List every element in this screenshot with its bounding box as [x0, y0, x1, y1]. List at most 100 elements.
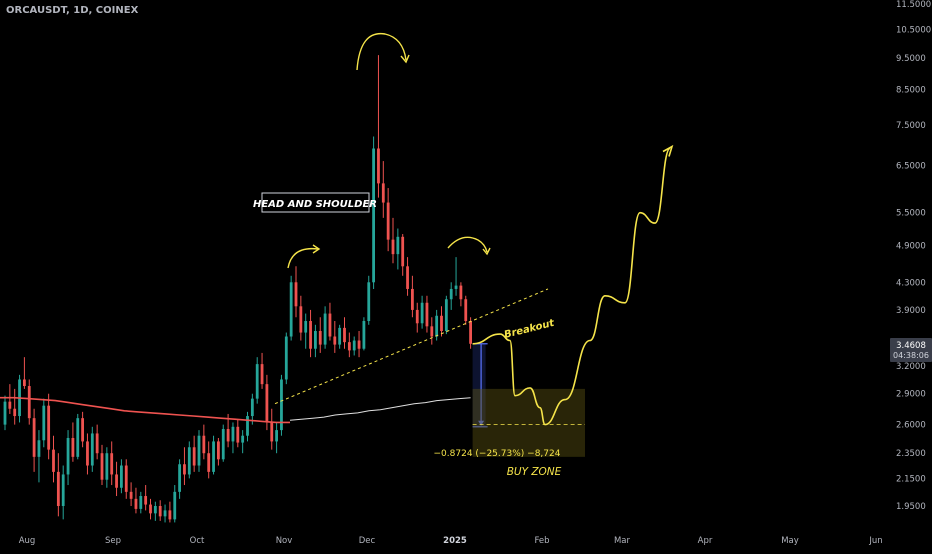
candle	[52, 435, 55, 483]
candle-body	[42, 405, 46, 441]
candle	[86, 433, 89, 475]
time-tick-label: Sep	[105, 536, 121, 546]
candle	[377, 55, 380, 198]
candle	[241, 430, 245, 454]
candle	[27, 379, 31, 425]
price-tick-label: 4.9000	[896, 241, 926, 251]
last-price-badge-bg	[890, 338, 932, 362]
candle-body	[294, 282, 298, 307]
candle-body	[396, 236, 400, 255]
candle	[270, 408, 274, 450]
price-tick-label: 6.5000	[896, 161, 926, 171]
head-arrow	[356, 32, 407, 71]
candle	[168, 501, 172, 523]
candle	[440, 306, 443, 337]
candle	[207, 441, 211, 479]
candle	[197, 430, 201, 472]
time-axis[interactable]: Aug Sep Oct Nov Dec 2025 Feb Mar Apr May Jun	[19, 536, 883, 546]
candle-body	[27, 386, 31, 419]
shoulder-arrow-right	[447, 236, 488, 253]
candle	[362, 317, 366, 351]
candle	[124, 459, 128, 499]
time-tick-label: Oct	[190, 536, 205, 546]
candle-body	[32, 418, 36, 457]
candle-body	[110, 453, 114, 475]
candle	[217, 437, 220, 466]
candle	[61, 465, 65, 520]
candle	[149, 498, 152, 520]
price-tick-label: 1.9500	[896, 502, 926, 512]
candle-body	[425, 302, 429, 327]
candle-body	[95, 433, 99, 454]
candle-body	[347, 342, 351, 351]
candle-body	[289, 282, 293, 337]
head-arrow-head	[400, 54, 410, 64]
candle	[314, 324, 317, 358]
candle-body	[299, 306, 303, 333]
candle-body	[343, 327, 346, 343]
price-tick-label: 10.5000	[896, 26, 931, 36]
candle-body	[284, 336, 288, 380]
price-tick-label: 3.2000	[896, 362, 926, 372]
candle-body	[444, 299, 448, 331]
candle	[372, 136, 375, 289]
candle-body	[241, 435, 245, 443]
candle-body	[391, 239, 395, 255]
candle	[32, 408, 36, 472]
price-axis[interactable]: 1.9500 2.1500 2.3500 2.6000 2.9000 3.2000 3.90…	[896, 0, 931, 512]
candle	[250, 393, 254, 425]
candle-body	[153, 506, 157, 514]
candle-body	[217, 441, 220, 460]
candle	[299, 295, 303, 341]
candle	[23, 357, 26, 389]
candle	[347, 332, 351, 358]
candle-body	[76, 418, 80, 457]
candle	[212, 435, 215, 475]
candle	[304, 313, 308, 349]
candle-body	[47, 405, 51, 450]
price-tick-label: 2.1500	[896, 474, 926, 484]
candle-body	[459, 285, 463, 300]
candle-body	[318, 330, 322, 345]
candle-body	[212, 441, 215, 472]
candle-body	[449, 288, 453, 300]
candle	[13, 388, 17, 425]
overlays-group: HEAD AND SHOULDER Breakout −0.8724 (−25.…	[253, 32, 674, 478]
candle	[444, 295, 448, 335]
candle	[110, 441, 114, 486]
candle-body	[52, 449, 55, 472]
candle-body	[207, 453, 211, 472]
candle-body	[338, 327, 342, 345]
breakout-label: Breakout	[503, 318, 556, 341]
candle	[260, 352, 264, 389]
candle-body	[236, 426, 240, 443]
candle	[343, 317, 346, 349]
candle	[459, 282, 463, 307]
candle	[396, 228, 400, 270]
candle	[71, 422, 75, 462]
candle-body	[454, 285, 458, 289]
candle	[323, 306, 327, 349]
candle-body	[386, 202, 390, 240]
candle	[56, 453, 60, 517]
moving-average-white	[289, 397, 471, 421]
time-tick-label: Mar	[614, 536, 631, 546]
candle	[309, 309, 312, 358]
candle	[236, 419, 240, 448]
candle-body	[56, 471, 60, 506]
pattern-label-box	[261, 192, 370, 213]
candle	[81, 411, 84, 448]
candle-body	[464, 299, 468, 322]
time-tick-label: Aug	[19, 536, 36, 546]
candle	[134, 487, 138, 514]
measure-box	[472, 343, 486, 427]
candle	[153, 501, 157, 521]
candle-body	[120, 465, 123, 488]
candle	[144, 485, 148, 511]
candle	[90, 426, 94, 472]
candle-body	[352, 340, 356, 351]
candle-body	[163, 510, 167, 517]
candle	[221, 424, 225, 462]
